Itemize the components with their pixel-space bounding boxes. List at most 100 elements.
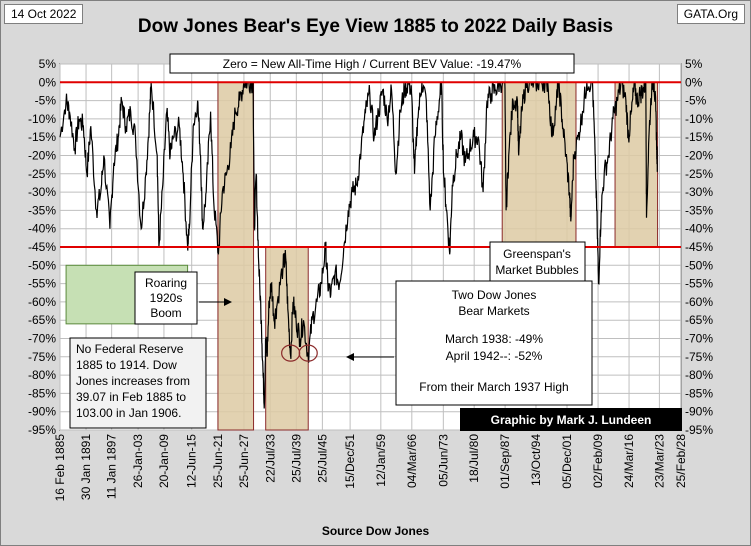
x-tick-label: 24/Mar/16 bbox=[622, 434, 636, 488]
y-tick-left: -55% bbox=[28, 277, 56, 291]
fed-line-3: Jones increases from bbox=[76, 374, 190, 388]
y-tick-left: -50% bbox=[28, 258, 56, 272]
x-tick-label: 25/Feb/28 bbox=[674, 434, 688, 488]
bear-line-1: Two Dow Jones bbox=[452, 288, 537, 302]
y-tick-left: -20% bbox=[28, 149, 56, 163]
roaring-arrow-head bbox=[224, 298, 232, 306]
y-tick-right: -70% bbox=[685, 332, 713, 346]
y-tick-right: -50% bbox=[685, 258, 713, 272]
y-tick-right: -75% bbox=[685, 350, 713, 364]
date-label: 14 Oct 2022 bbox=[4, 4, 84, 24]
y-tick-right: -90% bbox=[685, 405, 713, 419]
shaded-regions bbox=[217, 81, 659, 431]
y-tick-left: -10% bbox=[28, 112, 56, 126]
series-line bbox=[59, 81, 658, 409]
x-tick-label: 12/Jan/59 bbox=[374, 434, 388, 487]
fed-line-4: 39.07 in Feb 1885 to bbox=[76, 390, 186, 404]
bear-market-shade bbox=[501, 81, 577, 248]
y-tick-right: -95% bbox=[685, 423, 713, 437]
y-tick-right: -35% bbox=[685, 203, 713, 217]
y-tick-right: -40% bbox=[685, 222, 713, 236]
x-tick-label: 25/Jul/39 bbox=[289, 434, 303, 483]
y-tick-left: -75% bbox=[28, 350, 56, 364]
y-tick-right: -60% bbox=[685, 295, 713, 309]
y-tick-right: -25% bbox=[685, 167, 713, 181]
roaring-box bbox=[134, 271, 198, 325]
roaring-line-3: Boom bbox=[150, 306, 181, 320]
site-label: GATA.Org bbox=[676, 4, 745, 24]
bear-circles bbox=[281, 344, 318, 362]
y-tick-left: -65% bbox=[28, 313, 56, 327]
x-ticks: 16 Feb 1885 30 Jan 1891 11 Jan 1897 26-Jan-… bbox=[53, 434, 688, 502]
x-tick-label: 01/Sep/87 bbox=[498, 434, 512, 489]
bear-markets-box bbox=[395, 280, 593, 406]
y-tick-right: -10% bbox=[685, 112, 713, 126]
credit-banner bbox=[460, 408, 682, 431]
bear-line-4: April 1942--: -52% bbox=[446, 349, 543, 363]
y-tick-left: -80% bbox=[28, 368, 56, 382]
y-tick-right: -85% bbox=[685, 386, 713, 400]
bear-line-2: Bear Markets bbox=[458, 304, 529, 318]
y-tick-right: -15% bbox=[685, 130, 713, 144]
fed-line-2: 1885 to 1914. Dow bbox=[76, 358, 177, 372]
y-tick-right: -20% bbox=[685, 149, 713, 163]
y-tick-left: -5% bbox=[35, 94, 57, 108]
x-tick-label: 13/Oct/94 bbox=[529, 434, 543, 486]
x-tick-label: 02/Feb/09 bbox=[591, 434, 605, 488]
x-tick-label: 20-Jan-09 bbox=[157, 434, 171, 488]
x-tick-label: 11 Jan 1897 bbox=[105, 434, 119, 499]
x-tick-label: 26-Jan-03 bbox=[131, 434, 145, 488]
roaring-line-2: 1920s bbox=[150, 291, 183, 305]
credit-text: Graphic by Mark J. Lundeen bbox=[491, 413, 652, 427]
y-ticks-right: 5% 0% -5% -10% -15% -20% -25% -30% -35% -40% -45% -… bbox=[685, 57, 713, 437]
y-tick-left: -25% bbox=[28, 167, 56, 181]
y-tick-left: -40% bbox=[28, 222, 56, 236]
top-label-text: Zero = New All-Time High / Current BEV V… bbox=[223, 57, 522, 71]
y-tick-left: -70% bbox=[28, 332, 56, 346]
x-tick-label: 25-Jun-21 bbox=[211, 434, 225, 488]
series-lines bbox=[59, 81, 658, 409]
y-tick-right: -30% bbox=[685, 185, 713, 199]
bear-line-5: From their March 1937 High bbox=[419, 380, 568, 394]
y-tick-right: 5% bbox=[685, 57, 703, 71]
x-tick-label: 05/Dec/01 bbox=[560, 434, 574, 489]
x-tick-label: 04/Mar/66 bbox=[405, 434, 419, 488]
x-tick-label: 18/Jul/80 bbox=[467, 434, 481, 483]
y-tick-left: 0% bbox=[39, 75, 57, 89]
fed-line-5: 103.00 in Jan 1906. bbox=[76, 406, 181, 420]
x-tick-label: 25/Jul/45 bbox=[315, 434, 329, 483]
bear-low-circle bbox=[298, 344, 318, 362]
x-tick-label: 15/Dec/51 bbox=[343, 434, 357, 489]
bear-arrow-head bbox=[346, 353, 354, 361]
x-tick-label: 23/Mar/23 bbox=[652, 434, 666, 488]
y-tick-right: -65% bbox=[685, 313, 713, 327]
y-tick-left: -15% bbox=[28, 130, 56, 144]
x-tick-label: 22/Jul/33 bbox=[263, 434, 277, 483]
roaring-line-1: Roaring bbox=[145, 276, 187, 290]
greenspan-line-2: Market Bubbles bbox=[495, 263, 578, 277]
y-tick-right: -45% bbox=[685, 240, 713, 254]
x-tick-label: 25-Jun-27 bbox=[237, 434, 251, 488]
y-ticks-left: 5% 0% -5% -10% -15% -20% -25% -30% -35% -40% -45% -… bbox=[28, 57, 56, 437]
bear-market-shade bbox=[217, 81, 255, 431]
y-tick-left: -60% bbox=[28, 295, 56, 309]
fed-line-1: No Federal Reserve bbox=[76, 342, 184, 356]
y-tick-right: -5% bbox=[685, 94, 707, 108]
y-tick-left: 5% bbox=[39, 57, 57, 71]
y-tick-right: -55% bbox=[685, 277, 713, 291]
y-tick-left: -45% bbox=[28, 240, 56, 254]
bear-market-shade bbox=[614, 81, 659, 248]
fed-text-box bbox=[69, 337, 207, 429]
y-tick-left: -95% bbox=[28, 423, 56, 437]
x-axis-label: Source Dow Jones bbox=[321, 524, 430, 538]
x-tick-label: 16 Feb 1885 bbox=[53, 434, 67, 502]
y-tick-left: -35% bbox=[28, 203, 56, 217]
top-label-box bbox=[169, 53, 575, 74]
y-tick-left: -85% bbox=[28, 386, 56, 400]
y-tick-left: -30% bbox=[28, 185, 56, 199]
chart-title: Dow Jones Bear's Eye View 1885 to 2022 D… bbox=[137, 16, 614, 37]
greenspan-box bbox=[489, 241, 586, 283]
y-tick-right: -80% bbox=[685, 368, 713, 382]
x-tick-label: 05/Jun/73 bbox=[436, 434, 450, 487]
